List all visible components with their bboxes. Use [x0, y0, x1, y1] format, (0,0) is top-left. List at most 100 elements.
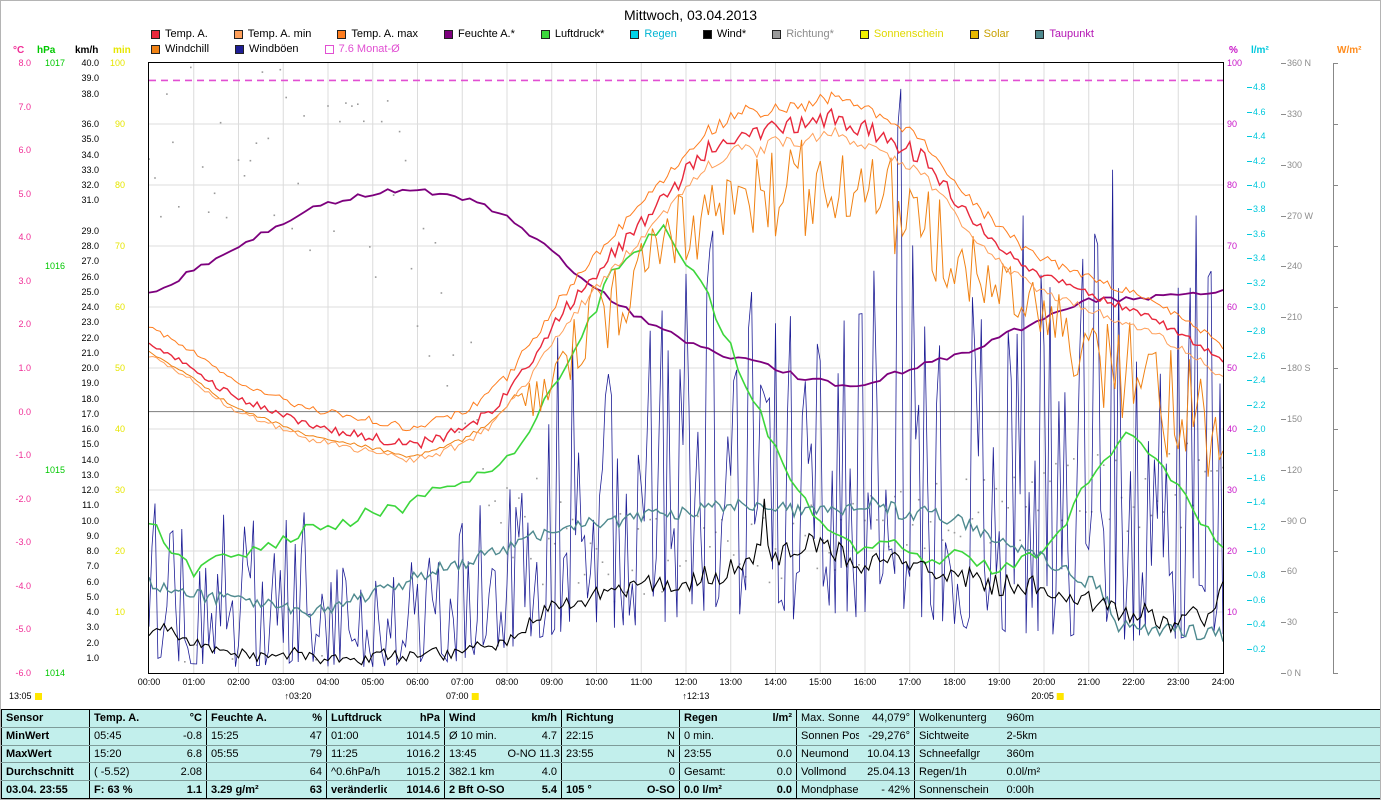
axis-tick-label: 80: [114, 180, 125, 190]
series-richtung-dot: [410, 267, 413, 270]
axis-tick-label: -3.0: [15, 537, 31, 548]
series-richtung-dot: [1013, 476, 1015, 479]
axis-tick-mark: [1247, 575, 1252, 577]
series-temp-a-max: [149, 91, 1223, 432]
sun-dot-icon: [471, 692, 479, 700]
sensor-cell: 0 min.: [679, 727, 739, 746]
astro-label: Max. Sonnen: [796, 709, 859, 728]
series-richtung-dot: [1204, 470, 1206, 473]
series-richtung-dot: [1019, 539, 1021, 542]
series-richtung-dot: [1162, 511, 1165, 513]
series-windb-en: [149, 88, 1223, 667]
series-richtung-dot: [267, 137, 270, 140]
legend-row: Temp. A. Temp. A. min Temp. A. max Feuchte …: [151, 27, 1094, 41]
axis-tick-mark: [1247, 380, 1252, 382]
axis-tick-label: 39.0: [81, 73, 99, 84]
series-richtung-dot: [464, 422, 466, 425]
solar-axis-tick: [1333, 63, 1338, 64]
series-richtung-dot: [380, 120, 383, 123]
x-axis-tick-label: 04:00: [316, 677, 340, 687]
sensor-cell: 01:00: [326, 727, 387, 746]
solar-axis-tick: [1333, 551, 1338, 552]
series-richtung-dot: [297, 182, 299, 185]
series-richtung-dot: [595, 548, 598, 550]
axis-unit-label: min: [113, 45, 131, 56]
series-richtung-dot: [864, 519, 866, 522]
series-richtung-dot: [685, 560, 687, 562]
series-richtung-dot: [548, 537, 550, 540]
axis-tick-label: 120: [1287, 464, 1303, 475]
legend-label: Sonnenschein: [873, 28, 944, 40]
axis-tick-label: 210: [1287, 312, 1303, 323]
axis-tick-label: 29.0: [81, 225, 99, 236]
x-axis-tick-label: 24:00: [1211, 677, 1235, 687]
legend-swatch: [151, 29, 160, 39]
legend-label: Richtung*: [786, 28, 834, 40]
legend-item-solar: Solar: [969, 28, 1009, 40]
axis-tick-label: 20: [114, 546, 125, 556]
extra-value: 2-5km: [1002, 727, 1087, 746]
axis-tick-label: 30: [114, 485, 125, 495]
filler-cell: [1086, 709, 1380, 728]
x-axis-tick-label: 01:00: [182, 677, 206, 687]
series-richtung-dot: [321, 655, 323, 657]
axis-tick-label: 270 W: [1287, 210, 1314, 221]
series-taupunkt: [149, 496, 1223, 642]
axis-tick-mark: [1247, 599, 1252, 601]
sensor-value: 0.0: [738, 762, 797, 782]
axis-tick-label: 3.0: [1253, 302, 1266, 312]
series-richtung-dot: [291, 227, 293, 230]
sensor-cell: 0.0 l/m²: [679, 780, 739, 799]
sensor-value: 64: [268, 762, 327, 782]
series-richtung-dot: [577, 582, 580, 584]
legend-label: 7.6 Monat-Ø: [338, 43, 400, 55]
axis-tick-mark: [1247, 331, 1252, 333]
axis-tick-label: 23.0: [81, 317, 99, 328]
series-richtung-dot: [852, 502, 854, 505]
filler-cell: [1086, 762, 1380, 782]
sun-moon-marker: ↑12:13: [682, 691, 709, 701]
x-axis-tick-label: 06:00: [406, 677, 429, 687]
series-richtung-dot: [422, 227, 425, 230]
series-richtung-dot: [619, 513, 622, 515]
legend-swatch: [540, 29, 550, 39]
axis-tick-label: 70: [114, 241, 125, 251]
series-richtung-dot: [810, 504, 813, 507]
series-richtung-dot: [315, 659, 317, 661]
axis-tick-label: 38.0: [81, 88, 99, 99]
series-richtung-dot: [357, 103, 359, 105]
series-richtung-dot: [935, 482, 938, 485]
axis-tick-label: 360 N: [1287, 58, 1312, 68]
x-axis-tick-label: 23:00: [1166, 677, 1190, 687]
series-richtung-dot: [768, 581, 771, 584]
axis-tick-label: 26.0: [81, 271, 99, 282]
astro-label: Neumond: [796, 745, 859, 764]
series-richtung-dot: [756, 565, 759, 567]
sensor-value: [621, 709, 680, 728]
astro-value: -29,276°: [858, 727, 915, 746]
legend-label: Temp. A. min: [247, 28, 312, 40]
series-richtung-dot: [213, 192, 216, 195]
solar-axis-tick: [1333, 490, 1338, 491]
series-richtung-dot: [679, 565, 681, 567]
axis-tick-label: 2.0: [86, 637, 99, 648]
axis-tick-label: 0.2: [1253, 643, 1266, 654]
chart-title: Mittwoch, 03.04.2013: [623, 7, 758, 23]
extra-label: Sichtweite: [914, 727, 1003, 746]
sensor-cell: Ø 10 min.: [444, 727, 504, 746]
series-richtung-dot: [440, 292, 443, 294]
axis-tick-label: 13.0: [81, 469, 99, 480]
solar-axis-tick: [1333, 612, 1338, 613]
axis-tick-mark: [1281, 164, 1286, 166]
series-richtung-dot: [571, 518, 574, 521]
axis-tick-mark: [1247, 477, 1252, 479]
x-axis-tick-label: 09:00: [540, 677, 564, 687]
sensor-value: N: [621, 727, 680, 746]
series-richtung-dot: [1073, 458, 1075, 460]
series-richtung-dot: [655, 518, 657, 520]
series-richtung-dot: [816, 567, 819, 570]
sensor-cell: Temp. A.: [89, 709, 149, 728]
legend-item-windboeen: Windböen: [235, 43, 299, 55]
series-richtung-dot: [995, 487, 998, 490]
